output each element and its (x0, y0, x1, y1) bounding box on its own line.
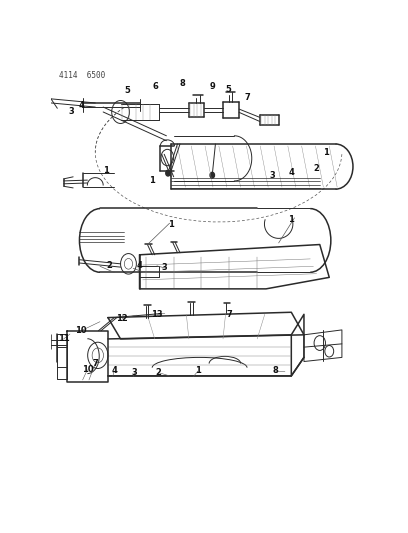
Text: 6: 6 (153, 82, 158, 91)
Text: 8: 8 (180, 79, 185, 88)
Text: 13: 13 (151, 310, 163, 319)
Text: 11: 11 (58, 334, 69, 343)
Text: 10: 10 (75, 326, 87, 335)
Text: 2: 2 (314, 164, 319, 173)
Text: 5: 5 (124, 86, 130, 95)
Text: 3: 3 (132, 368, 137, 377)
Text: 1: 1 (103, 166, 109, 175)
Text: 3: 3 (162, 263, 168, 272)
Text: 4: 4 (288, 168, 294, 177)
Text: 1: 1 (288, 215, 294, 224)
Text: 3: 3 (69, 107, 74, 116)
Text: 9: 9 (209, 82, 215, 91)
Text: 7: 7 (92, 359, 98, 368)
Text: 4114  6500: 4114 6500 (59, 71, 105, 80)
Text: 2: 2 (155, 368, 162, 377)
Text: 7: 7 (244, 93, 250, 102)
Text: 4: 4 (111, 367, 117, 375)
Text: 1: 1 (149, 176, 155, 185)
Text: 5: 5 (225, 85, 231, 94)
Text: 4: 4 (78, 101, 84, 109)
Text: 2: 2 (106, 261, 113, 270)
Text: 10: 10 (82, 365, 93, 374)
Text: 1: 1 (168, 220, 174, 229)
Text: 12: 12 (116, 314, 128, 323)
Text: 8: 8 (273, 367, 278, 375)
Text: 3: 3 (269, 171, 275, 180)
Circle shape (210, 172, 215, 178)
Circle shape (166, 170, 170, 176)
Text: 7: 7 (227, 310, 233, 319)
Text: 1: 1 (323, 148, 329, 157)
Text: 4: 4 (137, 261, 142, 270)
Text: 1: 1 (195, 367, 201, 375)
